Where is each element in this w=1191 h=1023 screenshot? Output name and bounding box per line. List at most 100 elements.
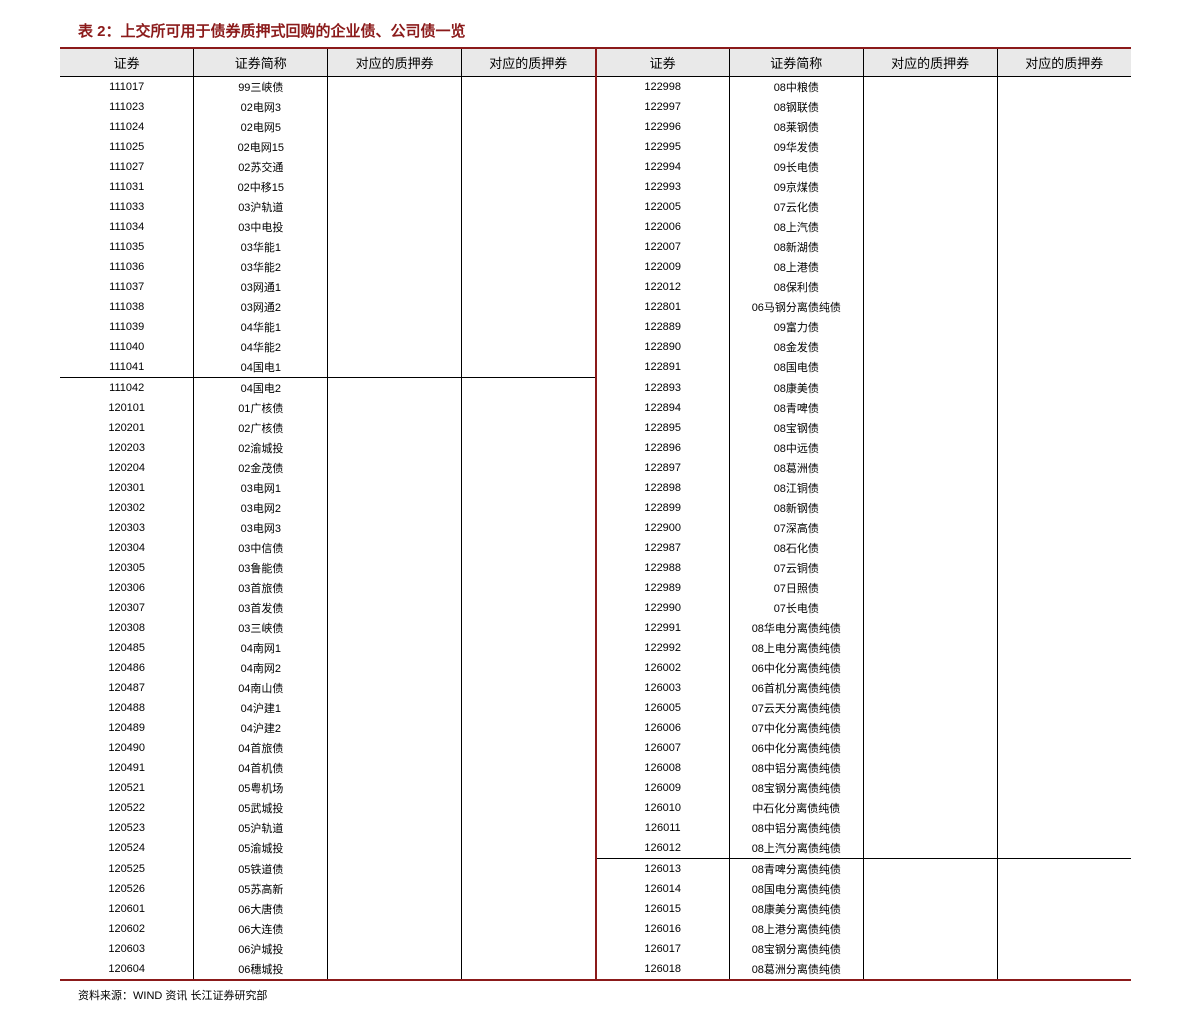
table-cell: [863, 798, 997, 818]
table-cell: 120301: [60, 478, 194, 498]
table-cell: [328, 558, 462, 578]
table-cell: [462, 137, 596, 157]
table-cell: [328, 398, 462, 418]
table-cell: 111035: [60, 237, 194, 257]
table-cell: 111034: [60, 217, 194, 237]
table-cell: 08中粮债: [729, 77, 863, 98]
table-cell: 122890: [596, 337, 730, 357]
table-cell: 08上港分离债纯债: [729, 919, 863, 939]
table-cell: 08上港债: [729, 257, 863, 277]
table-row: 12030203电网212289908新钢债: [60, 498, 1131, 518]
table-cell: [997, 217, 1131, 237]
table-cell: 09华发债: [729, 137, 863, 157]
table-cell: [863, 518, 997, 538]
table-cell: [997, 458, 1131, 478]
table-cell: [328, 157, 462, 177]
table-cell: 03中信债: [194, 538, 328, 558]
col-header: 证券简称: [729, 49, 863, 77]
table-cell: [863, 398, 997, 418]
table-cell: [997, 959, 1131, 979]
table-cell: [462, 398, 596, 418]
table-cell: [462, 97, 596, 117]
table-cell: 03华能1: [194, 237, 328, 257]
table-row: 11102402电网512299608莱钢债: [60, 117, 1131, 137]
table-cell: [997, 618, 1131, 638]
table-cell: [863, 818, 997, 838]
table-row: 11101799三峡债12299808中粮债: [60, 77, 1131, 98]
table-cell: [997, 818, 1131, 838]
table-cell: [863, 899, 997, 919]
table-cell: [462, 919, 596, 939]
table-cell: [462, 317, 596, 337]
table-cell: 08葛洲债: [729, 458, 863, 478]
table-cell: 126003: [596, 678, 730, 698]
table-cell: 120304: [60, 538, 194, 558]
table-cell: 120305: [60, 558, 194, 578]
table-cell: 111036: [60, 257, 194, 277]
table-cell: [997, 718, 1131, 738]
table-cell: 04首机债: [194, 758, 328, 778]
table-cell: [863, 378, 997, 399]
col-header: 对应的质押券: [462, 49, 596, 77]
table-cell: 111038: [60, 297, 194, 317]
table-cell: 08石化债: [729, 538, 863, 558]
table-row: 12048604南网212600206中化分离债纯债: [60, 658, 1131, 678]
table-cell: 111024: [60, 117, 194, 137]
table-cell: [997, 77, 1131, 98]
table-cell: 126009: [596, 778, 730, 798]
table-row: 12052305沪轨道12601108中铝分离债纯债: [60, 818, 1131, 838]
table-cell: 06马钢分离债纯债: [729, 297, 863, 317]
table-cell: [462, 77, 596, 98]
table-row: 12030503鲁能债12298807云铜债: [60, 558, 1131, 578]
table-cell: [863, 438, 997, 458]
table-cell: [997, 758, 1131, 778]
table-cell: [997, 698, 1131, 718]
table-cell: [462, 578, 596, 598]
table-cell: 06穗城投: [194, 959, 328, 979]
table-cell: [863, 297, 997, 317]
table-cell: 122898: [596, 478, 730, 498]
table-cell: 03鲁能债: [194, 558, 328, 578]
table-cell: [328, 598, 462, 618]
table-cell: [863, 137, 997, 157]
table-cell: [863, 879, 997, 899]
table-cell: [328, 618, 462, 638]
table-cell: [863, 538, 997, 558]
table-cell: 120486: [60, 658, 194, 678]
table-cell: 05渝城投: [194, 838, 328, 859]
table-cell: 02金茂债: [194, 458, 328, 478]
table-cell: [328, 738, 462, 758]
table-cell: [328, 698, 462, 718]
table-cell: [997, 157, 1131, 177]
table-cell: [328, 297, 462, 317]
table-cell: [328, 658, 462, 678]
table-cell: [997, 859, 1131, 880]
table-cell: 08保利债: [729, 277, 863, 297]
table-cell: 08国电债: [729, 357, 863, 378]
table-cell: [462, 478, 596, 498]
table-cell: 120307: [60, 598, 194, 618]
table-cell: [462, 357, 596, 378]
table-cell: [863, 478, 997, 498]
table-cell: 03电网3: [194, 518, 328, 538]
table-cell: [328, 959, 462, 979]
table-cell: [997, 277, 1131, 297]
table-cell: 02广核债: [194, 418, 328, 438]
table-cell: [863, 337, 997, 357]
table-cell: 08康美债: [729, 378, 863, 399]
table-title: 表 2：上交所可用于债券质押式回购的企业债、公司债一览: [78, 20, 1131, 41]
table-cell: [462, 598, 596, 618]
table-row: 12030703首发债12299007长电债: [60, 598, 1131, 618]
table-cell: 08宝钢分离债纯债: [729, 778, 863, 798]
table-cell: 08新湖债: [729, 237, 863, 257]
table-cell: 122006: [596, 217, 730, 237]
table-cell: 126017: [596, 939, 730, 959]
table-row: 12052105粤机场12600908宝钢分离债纯债: [60, 778, 1131, 798]
table-cell: 08康美分离债纯债: [729, 899, 863, 919]
table-cell: [997, 778, 1131, 798]
table-cell: [997, 879, 1131, 899]
table-cell: 120603: [60, 939, 194, 959]
table-cell: [328, 97, 462, 117]
table-cell: [328, 778, 462, 798]
table-cell: [462, 438, 596, 458]
